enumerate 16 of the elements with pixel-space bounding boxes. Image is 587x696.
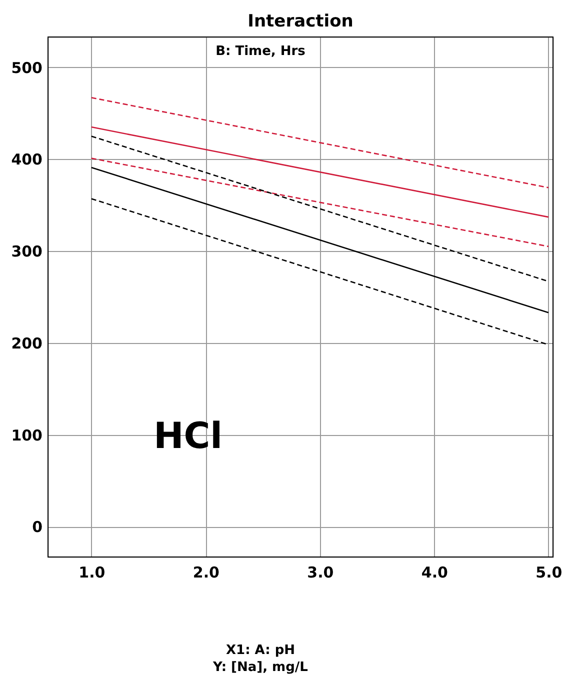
- y-tick-label: 200: [11, 334, 42, 352]
- y-tick-label: 100: [11, 426, 42, 444]
- y-tick-label: 0: [32, 518, 42, 536]
- x-tick-label: 3.0: [307, 564, 334, 582]
- x-tick-label: 5.0: [536, 564, 562, 582]
- x-axis-title: X1: A: pH: [226, 643, 296, 658]
- chart-title: Interaction: [248, 12, 354, 32]
- annotation: B: Time, Hrs: [216, 44, 306, 59]
- y-tick-label: 400: [11, 150, 42, 169]
- y-tick-label: 500: [11, 58, 42, 77]
- x-tick-label: 2.0: [192, 564, 220, 582]
- x-tick-label: 1.0: [78, 564, 106, 582]
- y-tick-label: 300: [11, 242, 42, 261]
- x-tick-label: 4.0: [421, 564, 448, 582]
- annotation: HCl: [154, 416, 222, 457]
- text: Y: [Na], mg/L: [212, 660, 308, 675]
